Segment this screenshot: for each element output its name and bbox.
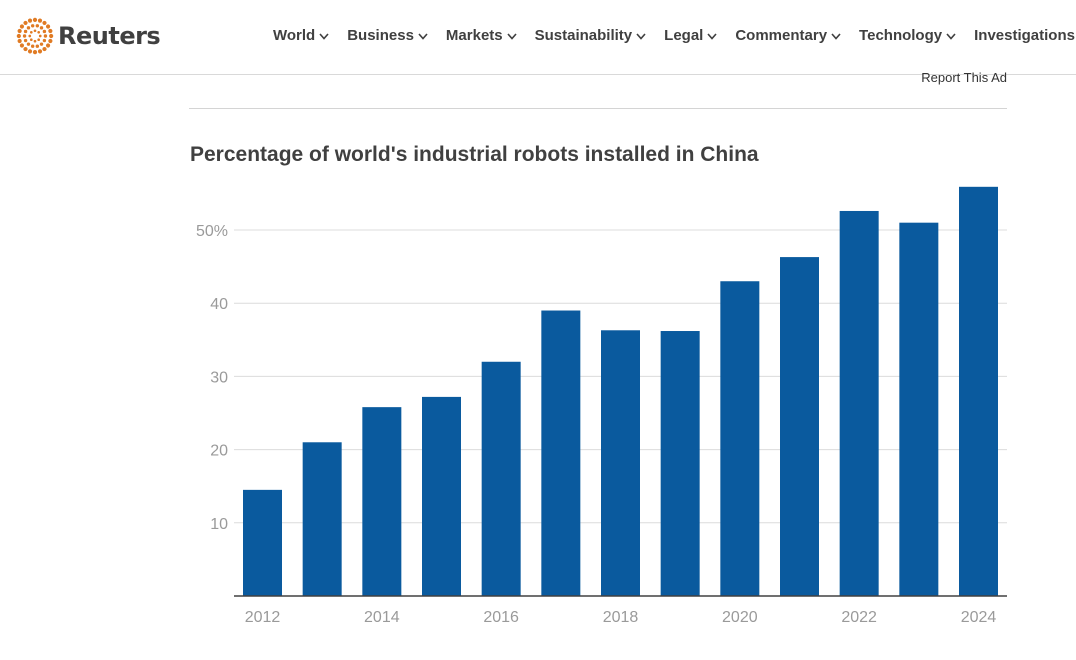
x-tick-label: 2024 (961, 609, 997, 626)
nav-item-label: Investigations (974, 27, 1075, 44)
logo-text: Reuters (58, 22, 161, 50)
x-tick-label: 2022 (841, 609, 877, 626)
bar-2019 (660, 331, 700, 596)
x-tick-label: 2018 (603, 609, 639, 626)
y-tick-label: 40 (210, 296, 228, 313)
nav-item-label: Business (347, 27, 414, 44)
nav-item-commentary[interactable]: Commentary (735, 27, 841, 44)
y-tick-label: 30 (210, 369, 228, 386)
y-tick-label: 10 (210, 516, 228, 533)
nav-item-label: Legal (664, 27, 704, 44)
bar-2012 (243, 489, 282, 596)
nav-item-world[interactable]: World (273, 27, 329, 44)
nav-item-sustainability[interactable]: Sustainability (535, 27, 647, 44)
bar-2017 (541, 310, 581, 596)
nav-item-label: Markets (445, 27, 503, 44)
bar-2023 (899, 222, 939, 596)
nav-item-technology[interactable]: Technology (859, 27, 956, 44)
chevron-down-icon (507, 33, 517, 40)
x-tick-label: 2012 (245, 609, 281, 626)
chart-title: Percentage of world's industrial robots … (190, 143, 759, 166)
reuters-logo-icon (16, 17, 54, 55)
chevron-down-icon (418, 33, 428, 40)
nav-item-label: Sustainability (534, 27, 633, 44)
nav-item-label: Technology (859, 27, 943, 44)
chevron-down-icon (831, 33, 841, 40)
nav-item-legal[interactable]: Legal (664, 27, 717, 44)
x-tick-label: 2014 (364, 609, 400, 626)
bar-2014 (362, 407, 402, 596)
nav-item-markets[interactable]: Markets (446, 27, 517, 44)
reuters-logo[interactable]: Reuters (16, 17, 161, 55)
divider (189, 108, 1007, 109)
bar-2015 (422, 396, 461, 596)
bar-2021 (780, 257, 819, 596)
bar-2018 (601, 330, 640, 596)
bar-2016 (481, 361, 521, 596)
site-header: Reuters World Business Markets Sustainab… (0, 0, 1076, 75)
nav-item-investigations[interactable]: Investigations (974, 27, 1075, 44)
bar-2022 (839, 210, 879, 596)
chevron-down-icon (946, 33, 956, 40)
chevron-down-icon (319, 33, 329, 40)
x-tick-label: 2020 (722, 609, 758, 626)
y-tick-label: 50% (196, 223, 228, 240)
chevron-down-icon (636, 33, 646, 40)
nav-item-business[interactable]: Business (347, 27, 428, 44)
bar-2013 (302, 442, 342, 596)
report-ad-link[interactable]: Report This Ad (921, 70, 1007, 85)
bar-2020 (720, 281, 760, 596)
x-tick-label: 2016 (483, 609, 519, 626)
nav-item-label: Commentary (735, 27, 828, 44)
bar-2024 (959, 186, 998, 596)
chevron-down-icon (707, 33, 717, 40)
main-nav: World Business Markets Sustainability Le… (273, 27, 1075, 44)
y-tick-label: 20 (210, 443, 228, 460)
nav-item-label: World (273, 27, 316, 44)
